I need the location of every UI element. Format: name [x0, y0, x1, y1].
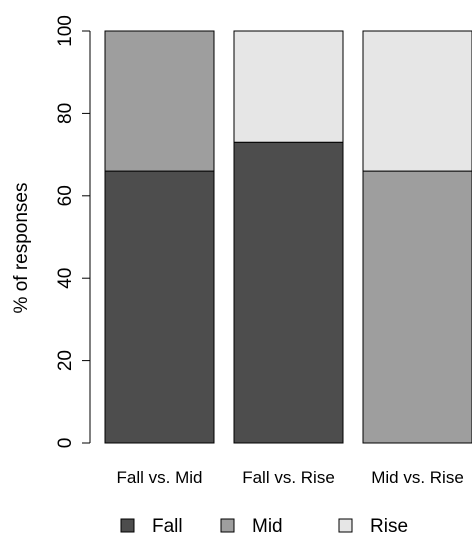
- y-tick-label: 100: [55, 15, 76, 47]
- y-axis-label: % of responses: [11, 183, 32, 314]
- bar-segment-rise: [362, 30, 472, 172]
- x-tick-label: Mid vs. Rise: [371, 468, 464, 487]
- y-tick-label: 60: [55, 185, 76, 206]
- y-tick-label: 0: [55, 438, 76, 449]
- x-axis-labels: Fall vs. Mid Fall vs. Rise Mid vs. Rise: [117, 468, 464, 487]
- x-tick-label: Fall vs. Rise: [242, 468, 335, 487]
- legend-swatch-rise: [338, 518, 353, 533]
- bars: [104, 30, 472, 444]
- bar-segment-mid: [104, 30, 215, 172]
- bar-segment-mid: [362, 170, 472, 444]
- y-tick-label: 20: [55, 350, 76, 371]
- bar-segment-fall: [104, 170, 215, 444]
- bar-segment-rise: [233, 30, 344, 143]
- y-tick-label: 80: [55, 103, 76, 124]
- legend-label-fall: Fall: [152, 516, 183, 537]
- legend-swatch-mid: [220, 518, 235, 533]
- legend-swatch-fall: [120, 518, 135, 533]
- y-tick-label: 40: [55, 268, 76, 289]
- x-tick-label: Fall vs. Mid: [117, 468, 203, 487]
- legend-label-rise: Rise: [370, 516, 408, 537]
- bar-segment-fall: [233, 141, 344, 444]
- y-axis: 0 20 40 60 80 100: [55, 15, 91, 449]
- legend-label-mid: Mid: [252, 516, 283, 537]
- legend: Fall Mid Rise: [120, 516, 408, 537]
